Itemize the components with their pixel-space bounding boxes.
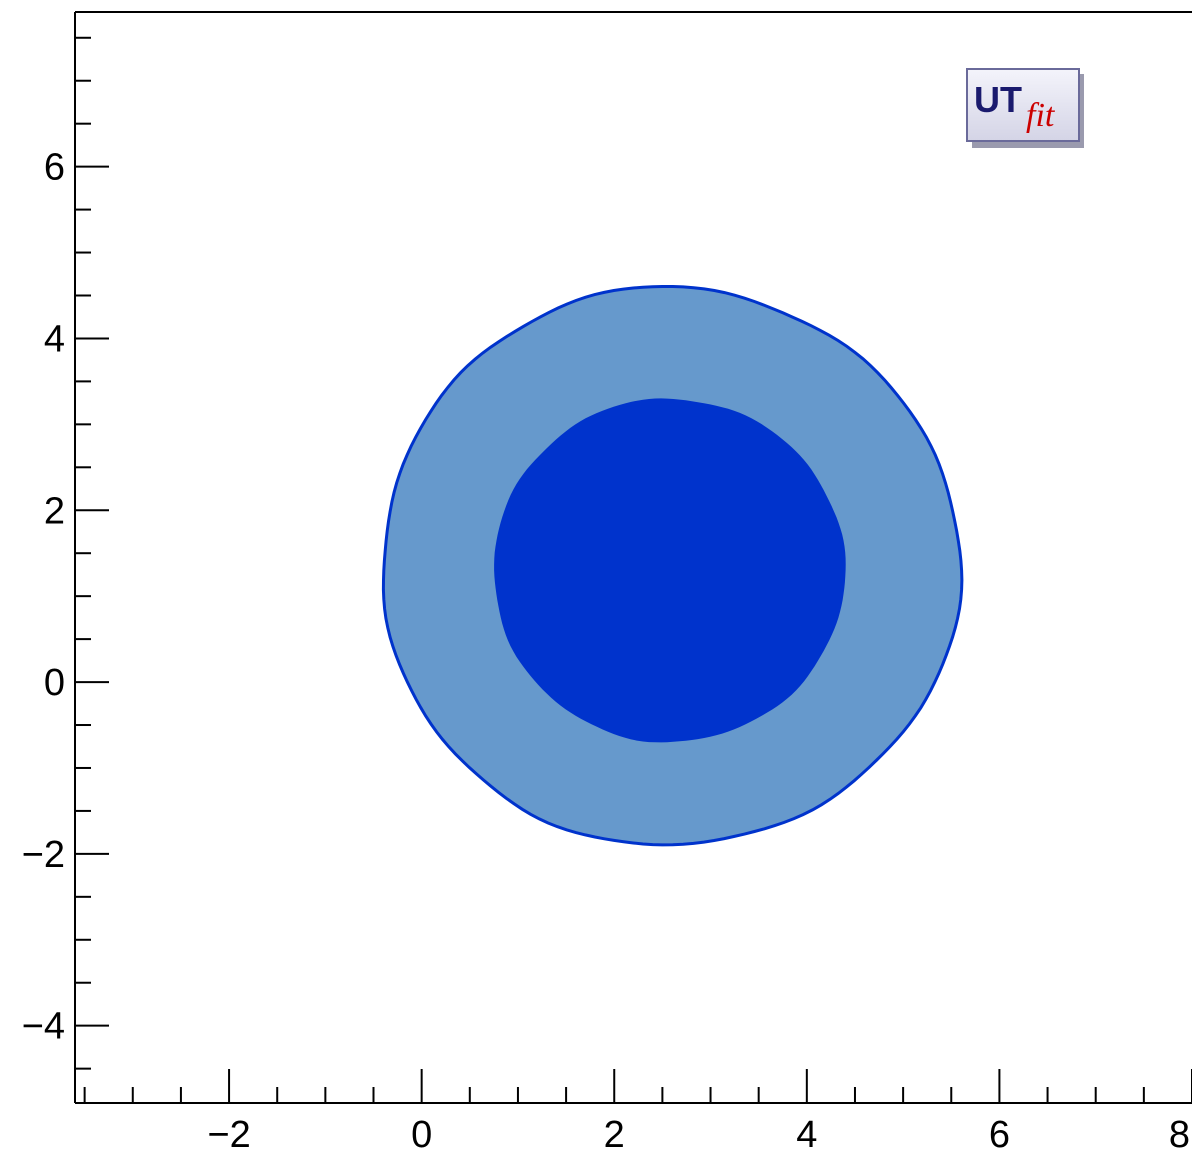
contour-region-inner <box>494 398 846 743</box>
y-axis-ticks <box>75 36 109 1070</box>
contour-regions <box>381 285 964 847</box>
y-tick-label: 4 <box>44 318 65 360</box>
svg-text:UT: UT <box>974 79 1022 120</box>
svg-text:fit: fit <box>1026 97 1056 134</box>
y-tick-label: −4 <box>22 1006 65 1048</box>
y-tick-label: −2 <box>22 834 65 876</box>
utfit-logo: UT fit <box>966 68 1084 148</box>
plot-frame <box>74 11 1192 1104</box>
y-axis-tick-labels: −4 −2 0 2 4 6 <box>22 147 65 1048</box>
x-tick-label: −2 <box>207 1114 250 1155</box>
y-tick-label: 0 <box>44 662 65 704</box>
x-tick-label: 8 <box>1169 1114 1190 1155</box>
x-axis-tick-labels: −2 0 2 4 6 8 <box>207 1114 1190 1155</box>
y-tick-label: 2 <box>44 490 65 532</box>
x-tick-label: 4 <box>796 1114 817 1155</box>
x-tick-label: 0 <box>411 1114 432 1155</box>
x-axis-ticks <box>83 1069 1192 1103</box>
x-tick-label: 6 <box>989 1114 1010 1155</box>
y-tick-label: 6 <box>44 147 65 189</box>
x-tick-label: 2 <box>604 1114 625 1155</box>
